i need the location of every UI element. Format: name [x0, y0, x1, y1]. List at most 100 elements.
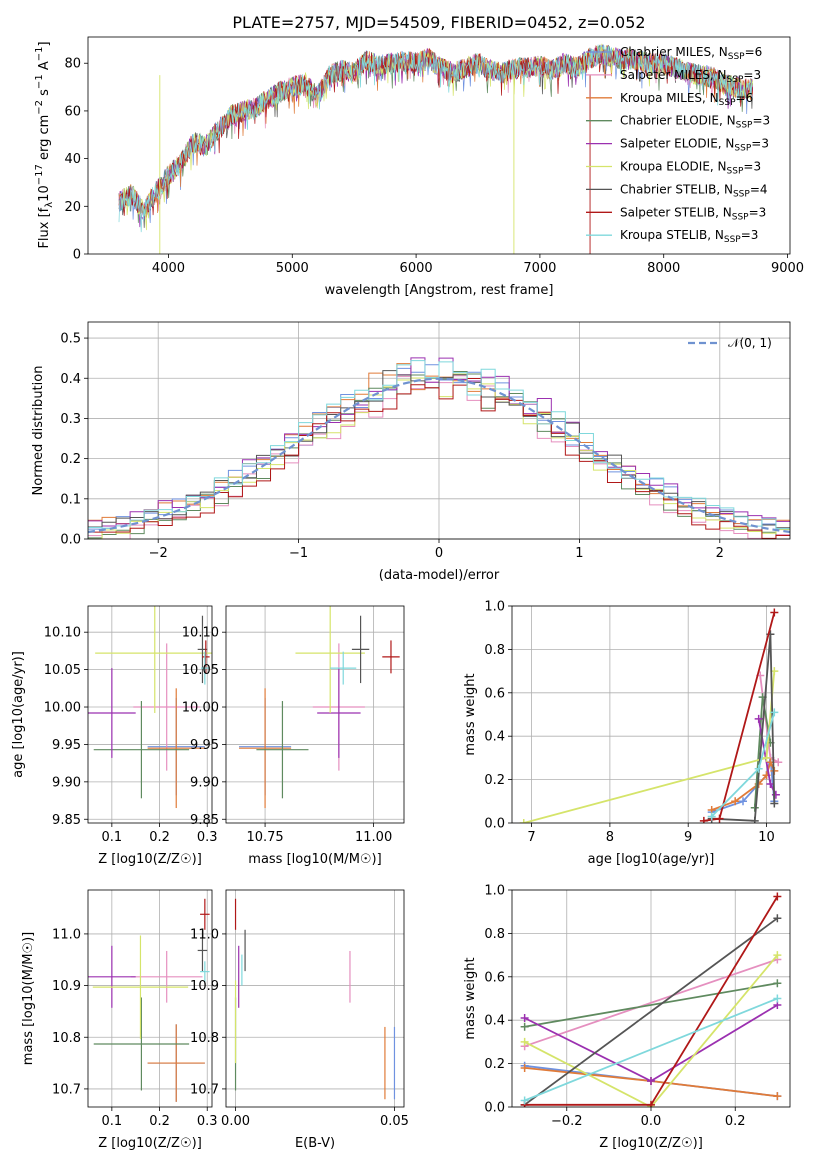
z-massweight-panel: −0.2 0.0 0.2 0.0 0.2 0.4 0.6 0.8 1.0 Z [log10(Z/Z… — [463, 884, 791, 1151]
mass-weight-line — [524, 997, 778, 1102]
plot-area — [519, 608, 783, 823]
x-tick-label: −1 — [289, 546, 308, 561]
y-tick-label: 10.10 — [182, 626, 219, 641]
plot-area — [234, 898, 396, 1100]
legend: 𝒩(0, 1) — [688, 336, 772, 350]
normal-curve — [88, 377, 790, 534]
y-tick-label: 0.2 — [484, 1057, 505, 1072]
legend-label: Kroupa STELIB, NSSP=3 — [620, 228, 758, 245]
y-tick-label: 10.7 — [52, 1082, 81, 1097]
mass-weight-line — [524, 954, 779, 1107]
plot-area — [88, 898, 210, 1102]
x-tick-label: −0.2 — [551, 1114, 583, 1129]
y-tick-label: 0.6 — [484, 970, 505, 985]
y-tick-label: 40 — [64, 152, 81, 167]
x-axis-label: wavelength [Angstrom, rest frame] — [325, 283, 554, 298]
ebv-mass-panel: 0.00 0.05 10.7 10.8 10.9 11.0 E(B-V) — [190, 889, 409, 1151]
y-axis-label: Normed distribution — [31, 366, 46, 496]
x-tick-label: 0.3 — [197, 830, 218, 845]
mass-weight-marker — [750, 816, 759, 823]
legend-label: Kroupa MILES, NSSP=6 — [620, 91, 753, 108]
y-tick-label: 9.95 — [52, 738, 81, 753]
x-tick-label: 8 — [606, 830, 614, 845]
x-tick-label: 9 — [684, 830, 692, 845]
x-tick-label: 0.3 — [197, 1114, 218, 1129]
plot-area — [88, 606, 212, 809]
legend-label: Salpeter ELODIE, NSSP=3 — [620, 137, 769, 154]
mass-weight-marker — [773, 979, 782, 988]
x-tick-label: 0.1 — [102, 1114, 123, 1129]
axes-frame — [87, 36, 791, 255]
y-tick-label: 10.05 — [44, 663, 81, 678]
y-tick-label: 60 — [64, 104, 81, 119]
mass-weight-line — [524, 917, 778, 1106]
histogram-step — [88, 378, 790, 539]
y-tick-label: 20 — [64, 200, 81, 215]
y-tick-label: 0.8 — [484, 643, 505, 658]
y-tick-label: 9.90 — [52, 775, 81, 790]
y-axis-label: Flux [fλ10−17 erg cm−2 s−1 A−1] — [34, 41, 55, 248]
x-tick-label: 4000 — [152, 261, 185, 276]
y-axis-label: mass weight — [463, 957, 478, 1039]
mass-weight-marker — [731, 797, 740, 806]
y-axis-label: age [log10(age/yr)] — [11, 651, 26, 778]
mass-weight-marker — [754, 714, 763, 723]
x-axis-label: Z [log10(Z/Z☉)] — [98, 1136, 202, 1151]
y-tick-label: 0.0 — [484, 1101, 505, 1116]
y-tick-label: 0.2 — [60, 452, 81, 467]
mass-age-panel: 10.75 11.00 9.85 9.90 9.95 10.00 10.05 10.10 mas… — [182, 605, 405, 867]
y-tick-label: 10.9 — [52, 979, 81, 994]
x-tick-label: 11.00 — [355, 830, 392, 845]
mass-weight-marker — [519, 819, 528, 823]
y-tick-label: 10.05 — [182, 663, 219, 678]
plot-area — [118, 43, 753, 254]
y-tick-label: 0.4 — [60, 372, 81, 387]
mass-weight-marker — [774, 758, 783, 767]
axes-frame — [511, 889, 791, 1108]
y-tick-label: 10.8 — [52, 1031, 81, 1046]
x-axis-label: age [log10(age/yr)] — [588, 852, 715, 867]
mass-weight-marker — [754, 764, 763, 773]
x-tick-label: 2 — [716, 546, 724, 561]
x-tick-label: 0.00 — [221, 1114, 250, 1129]
plot-area — [88, 357, 790, 539]
plot-area — [520, 892, 782, 1107]
y-tick-label: 0.6 — [484, 686, 505, 701]
y-tick-label: 10.00 — [44, 701, 81, 716]
legend-label: Chabrier STELIB, NSSP=4 — [620, 182, 768, 199]
mass-weight-line — [524, 958, 778, 1048]
y-tick-label: 10.8 — [190, 1031, 219, 1046]
y-tick-label: 9.95 — [190, 738, 219, 753]
y-tick-label: 0 — [73, 248, 81, 263]
mass-weight-marker — [520, 1022, 529, 1031]
x-tick-label: 0.2 — [149, 830, 170, 845]
legend-label: Chabrier MILES, NSSP=6 — [620, 45, 762, 62]
plot-area — [239, 606, 400, 809]
axes-frame — [87, 321, 791, 540]
mass-weight-marker — [699, 816, 708, 823]
legend: Chabrier MILES, NSSP=6 Salpeter MILES, NS… — [586, 45, 770, 245]
y-tick-label: 0.1 — [60, 492, 81, 507]
x-axis-label: Z [log10(Z/Z☉)] — [599, 1136, 703, 1151]
x-axis-label: (data-model)/error — [379, 568, 500, 583]
y-tick-label: 0.3 — [60, 412, 81, 427]
mass-weight-marker — [773, 994, 782, 1003]
x-tick-label: 0 — [435, 546, 443, 561]
mass-weight-marker — [520, 1037, 529, 1046]
y-tick-label: 0.2 — [484, 773, 505, 788]
spectrum-line — [118, 44, 753, 233]
y-tick-label: 10.9 — [190, 979, 219, 994]
x-tick-label: 0.2 — [149, 1114, 170, 1129]
x-tick-label: 8000 — [647, 261, 680, 276]
mass-weight-marker — [773, 951, 782, 960]
y-tick-label: 0.0 — [60, 533, 81, 548]
age-massweight-panel: 7 8 9 10 0.0 0.2 0.4 0.6 0.8 1.0 age [log10(age/yr… — [463, 600, 791, 867]
y-axis-label: mass [log10(M/M☉)] — [21, 932, 36, 1065]
x-tick-label: 0.0 — [641, 1114, 662, 1129]
x-tick-label: −2 — [149, 546, 168, 561]
mass-weight-marker — [770, 708, 779, 717]
axes-frame — [511, 605, 791, 824]
x-tick-label: 10.75 — [246, 830, 283, 845]
x-tick-label: 7 — [527, 830, 535, 845]
x-axis-label: Z [log10(Z/Z☉)] — [98, 852, 202, 867]
